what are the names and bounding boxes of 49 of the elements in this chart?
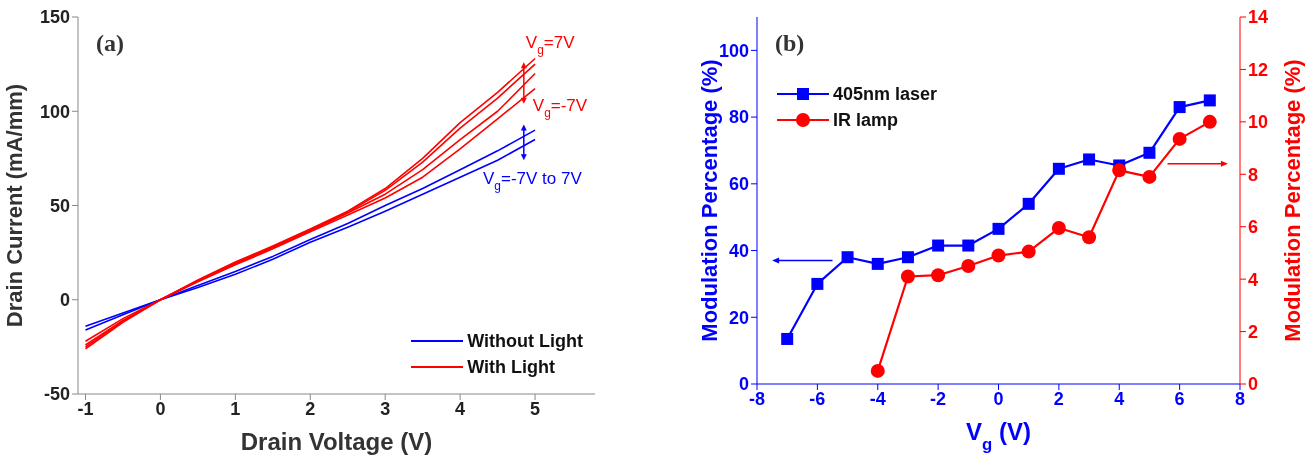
x-axis-title: V$_{g}$ (V) [966,418,1031,454]
y-tick-label: 80 [728,107,749,128]
legend-label: With Light [467,356,556,379]
y2-tick-label: 0 [1248,374,1259,395]
y-tick-label: 0 [59,290,70,311]
y-tick-label: 100 [39,101,70,122]
y-tick-label: 40 [728,240,749,261]
y2-tick-label: 12 [1248,59,1269,80]
y-tick-label: 100 [718,40,749,61]
legend-label: IR lamp [833,109,899,132]
x-tick-label: 5 [530,398,541,419]
y-tick-label: 50 [49,195,70,216]
y2-tick-label: 6 [1248,217,1259,238]
annotation: V$_{g}$=7V [525,33,576,58]
y2-axis-title: Modulation Percentage (%) [1280,59,1305,342]
y-axis-title: Modulation Percentage (%) [697,59,722,342]
y2-tick-label: 2 [1248,321,1259,342]
x-tick-label: 3 [380,398,391,419]
annotation: V$_{g}$=-7V to 7V [483,169,583,194]
x-tick-label: 4 [1114,388,1125,409]
y2-tick-label: 14 [1248,7,1269,28]
x-tick-label: 6 [1174,388,1185,409]
y-tick-label: -50 [43,384,70,405]
y2-tick-label: 10 [1248,112,1269,133]
y2-tick-label: 8 [1248,164,1259,185]
annotation: (b) [775,30,805,56]
y2-tick-label: 4 [1248,269,1259,290]
annotation: (a) [96,30,124,56]
x-tick-label: -6 [809,388,826,409]
y-tick-label: 60 [728,174,749,195]
y-axis-title: Drain Current (mA/mm) [2,83,27,328]
legend-label: Without Light [467,330,583,353]
x-tick-label: 1 [230,398,241,419]
x-tick-label: -4 [869,388,886,409]
y-tick-label: 0 [738,374,749,395]
x-tick-label: 4 [455,398,466,419]
x-tick-label: 0 [993,388,1004,409]
legend-label: 405nm laser [833,83,938,106]
x-tick-label: 8 [1234,388,1246,409]
x-tick-label: 2 [305,398,316,419]
x-tick-label: 2 [1053,388,1064,409]
x-axis-title: Drain Voltage (V) [240,428,433,455]
x-tick-label: -1 [77,398,94,419]
y-tick-label: 150 [39,7,70,28]
x-tick-label: 0 [155,398,166,419]
y-tick-label: 20 [728,307,749,328]
x-tick-label: -8 [748,388,766,409]
annotation: V$_{g}$=-7V [532,96,588,120]
x-tick-label: -2 [930,388,947,409]
